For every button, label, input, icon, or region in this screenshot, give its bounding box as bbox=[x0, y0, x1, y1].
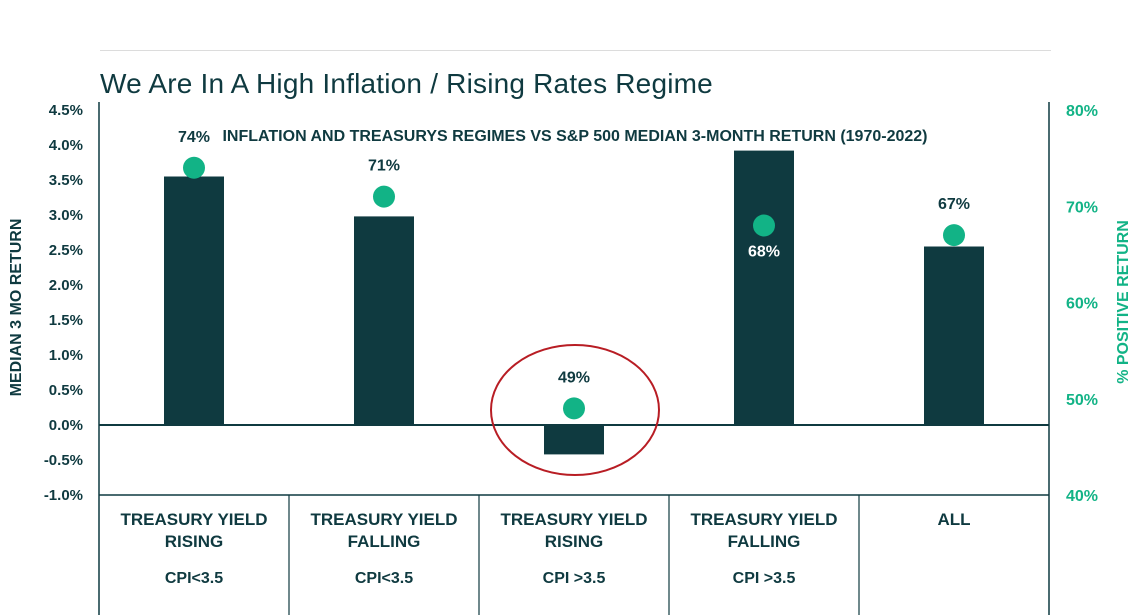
positive-return-dot bbox=[183, 156, 205, 179]
top-divider bbox=[100, 50, 1051, 51]
category-label-line2: RISING bbox=[545, 532, 604, 551]
y-tick-label: 3.0% bbox=[49, 207, 83, 224]
y-right-tick-label: 50% bbox=[1066, 392, 1098, 409]
category-label-line3: CPI >3.5 bbox=[733, 570, 796, 587]
y-tick-label: 1.5% bbox=[49, 312, 83, 329]
y-right-tick-label: 70% bbox=[1066, 199, 1098, 216]
y-tick-label: 0.0% bbox=[49, 417, 83, 434]
y-tick-label: 1.0% bbox=[49, 347, 83, 364]
dot-value-label: 74% bbox=[178, 129, 210, 146]
dot-value-label: 71% bbox=[368, 158, 400, 175]
y-tick-label: 3.5% bbox=[49, 172, 83, 189]
positive-return-dot bbox=[943, 224, 965, 247]
y-right-axis-title: % POSITIVE RETURN bbox=[1115, 220, 1132, 384]
positive-return-dot bbox=[753, 214, 775, 237]
dot-value-label: 67% bbox=[938, 196, 970, 213]
category-label-line2: FALLING bbox=[348, 532, 421, 551]
bar bbox=[544, 425, 604, 455]
category-label-line3: CPI<3.5 bbox=[165, 570, 223, 587]
bar bbox=[354, 216, 414, 425]
y-axis-title: MEDIAN 3 MO RETURN bbox=[8, 219, 25, 397]
dot-value-label: 68% bbox=[748, 244, 780, 261]
category-label-line1: ALL bbox=[937, 510, 970, 529]
dot-value-label: 49% bbox=[558, 369, 590, 386]
y-tick-label: 0.5% bbox=[49, 382, 83, 399]
bar bbox=[924, 246, 984, 425]
positive-return-dot bbox=[563, 397, 585, 420]
category-label-line2: FALLING bbox=[728, 532, 801, 551]
y-tick-label: 4.0% bbox=[49, 137, 83, 154]
category-label-line3: CPI >3.5 bbox=[543, 570, 606, 587]
bar bbox=[164, 176, 224, 425]
y-tick-label: 4.5% bbox=[49, 102, 83, 119]
y-right-tick-label: 80% bbox=[1066, 103, 1098, 120]
category-label-line2: RISING bbox=[165, 532, 224, 551]
y-tick-label: -0.5% bbox=[44, 452, 83, 469]
y-right-tick-label: 40% bbox=[1066, 488, 1098, 505]
highlight-circle bbox=[490, 344, 660, 476]
category-label-line1: TREASURY YIELD bbox=[310, 510, 457, 529]
bar bbox=[734, 150, 794, 425]
y-right-tick-label: 60% bbox=[1066, 296, 1098, 313]
category-label-line1: TREASURY YIELD bbox=[690, 510, 837, 529]
positive-return-dot bbox=[373, 185, 395, 208]
category-label-line1: TREASURY YIELD bbox=[500, 510, 647, 529]
category-label-line1: TREASURY YIELD bbox=[120, 510, 267, 529]
chart-title: INFLATION AND TREASURYS REGIMES VS S&P 5… bbox=[222, 128, 927, 145]
y-tick-label: 2.5% bbox=[49, 242, 83, 259]
y-tick-label: -1.0% bbox=[44, 487, 83, 504]
y-tick-label: 2.0% bbox=[49, 277, 83, 294]
page-title: We Are In A High Inflation / Rising Rate… bbox=[100, 68, 713, 99]
category-label-line3: CPI<3.5 bbox=[355, 570, 413, 587]
